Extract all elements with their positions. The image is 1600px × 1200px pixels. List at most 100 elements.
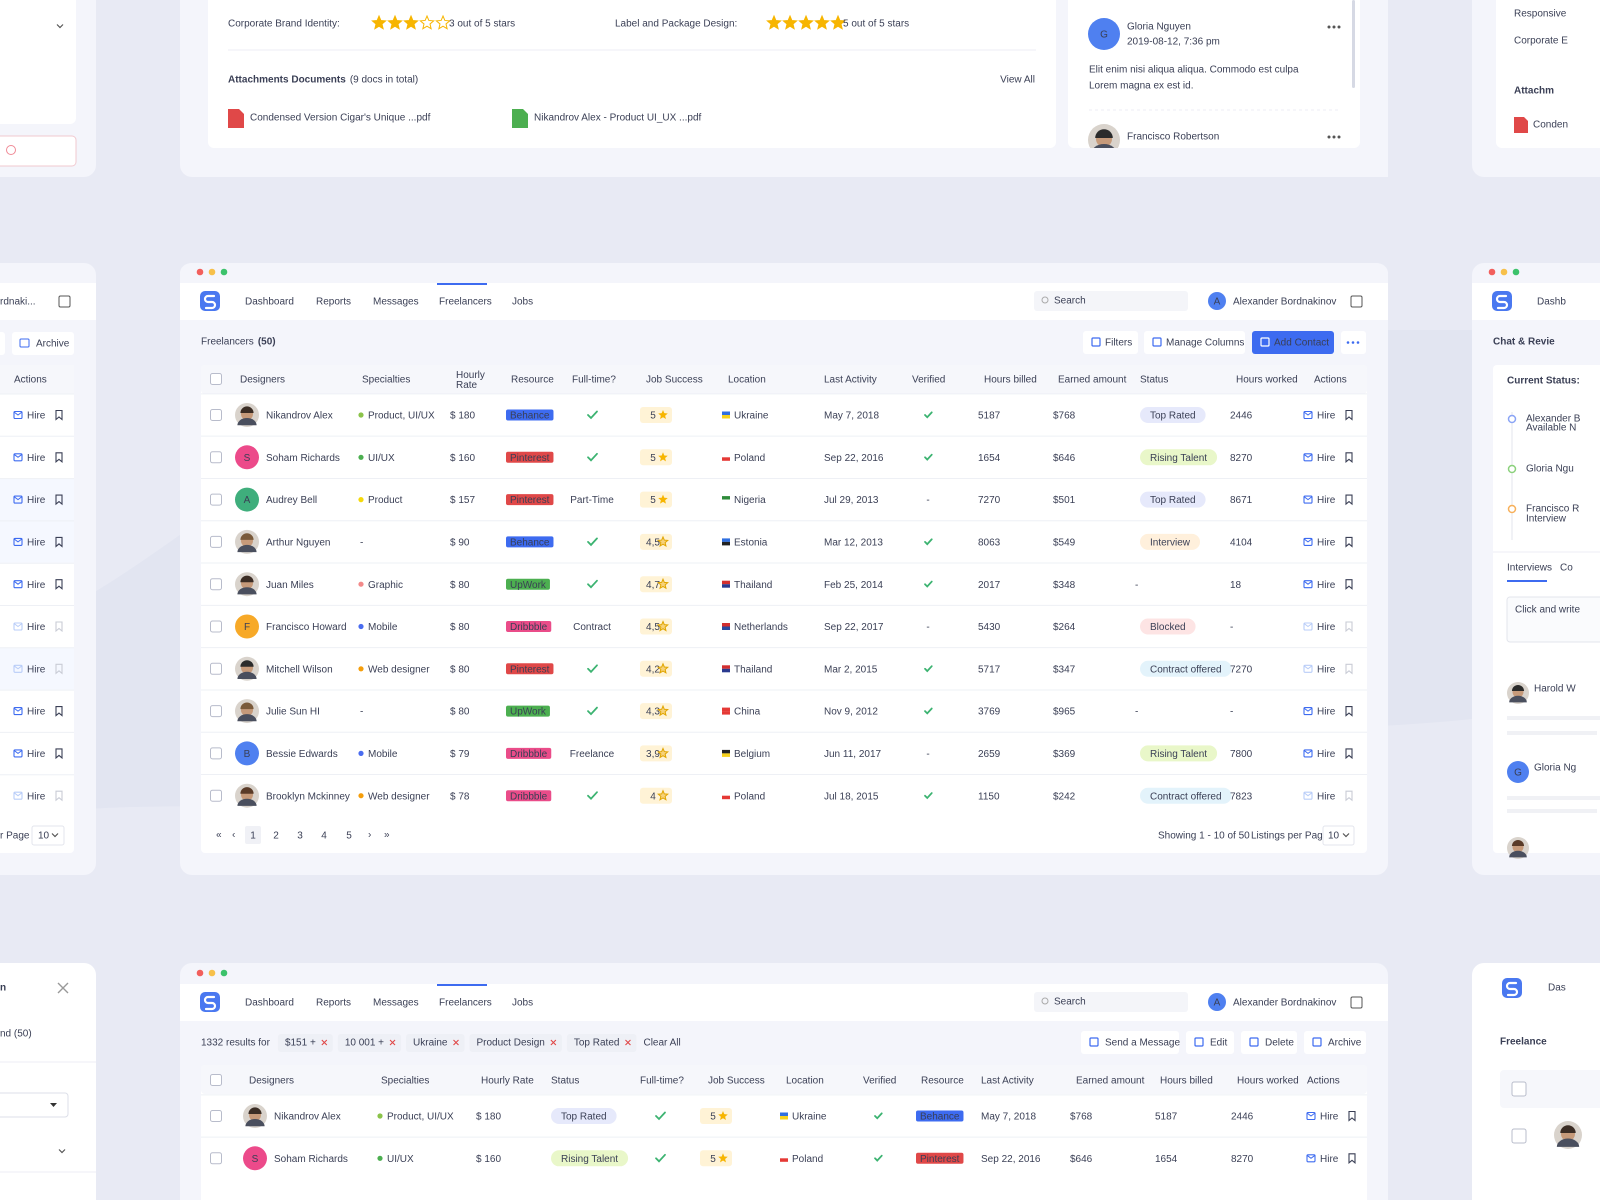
- rating-text: 3 out of 5 stars: [449, 19, 515, 30]
- button[interactable]: [12, 332, 74, 355]
- designer-name[interactable]: Arthur Nguyen: [266, 538, 330, 549]
- caret-icon: [58, 1149, 66, 1154]
- checkbox[interactable]: [210, 535, 222, 548]
- designer-name[interactable]: Juan Miles: [266, 580, 314, 591]
- button[interactable]: [1304, 1031, 1366, 1054]
- view-all-link[interactable]: View All: [1000, 75, 1035, 86]
- hire-link[interactable]: Hire: [27, 749, 46, 760]
- nav-link[interactable]: Reports: [316, 297, 351, 308]
- per-page-select[interactable]: [1322, 825, 1355, 846]
- window-dot: [208, 969, 216, 977]
- button-label[interactable]: Send a Message: [1105, 1038, 1180, 1049]
- checkbox[interactable]: [210, 373, 222, 385]
- file-link[interactable]: Condensed Version Cigar's Unique ...pdf: [250, 113, 431, 124]
- button-label[interactable]: Edit: [1210, 1038, 1227, 1049]
- nav-link[interactable]: Jobs: [512, 297, 533, 308]
- button-label[interactable]: Filters: [1105, 338, 1132, 349]
- button-label[interactable]: Manage Columns: [1166, 338, 1244, 349]
- page-next[interactable]: ›: [368, 830, 371, 841]
- hire-link[interactable]: Hire: [27, 664, 46, 675]
- designer-name[interactable]: Nikandrov Alex: [274, 1112, 341, 1123]
- designer-name[interactable]: Soham Richards: [274, 1154, 348, 1165]
- button[interactable]: [1144, 331, 1245, 354]
- nav-link[interactable]: Dashboard: [245, 297, 294, 308]
- button[interactable]: [1186, 1031, 1234, 1054]
- checkbox[interactable]: [210, 620, 222, 633]
- hire-link[interactable]: Hire: [1320, 1154, 1339, 1165]
- hire-link[interactable]: Hire: [1317, 749, 1336, 760]
- tab[interactable]: Interviews: [1507, 563, 1552, 574]
- hire-link[interactable]: Hire: [1317, 664, 1336, 675]
- button-label[interactable]: Archive: [36, 339, 70, 350]
- button[interactable]: [1083, 331, 1138, 354]
- hire-link[interactable]: Hire: [1317, 495, 1336, 506]
- designer-name[interactable]: Soham Richards: [266, 453, 340, 464]
- checkbox[interactable]: [210, 493, 222, 506]
- checkbox[interactable]: [210, 662, 222, 675]
- page-first[interactable]: «: [216, 830, 222, 841]
- hire-link[interactable]: Hire: [27, 538, 46, 549]
- nav-link[interactable]: Messages: [373, 998, 419, 1009]
- logout-icon[interactable]: [1350, 295, 1363, 308]
- nav-link[interactable]: Reports: [316, 998, 351, 1009]
- button-label[interactable]: Delete: [1265, 1038, 1294, 1049]
- search-box[interactable]: [1034, 992, 1188, 1012]
- hire-link[interactable]: Hire: [1317, 622, 1336, 633]
- nav-link[interactable]: Messages: [373, 297, 419, 308]
- hire-link[interactable]: Hire: [27, 453, 46, 464]
- file-link[interactable]: Nikandrov Alex - Product UI_UX ...pdf: [534, 113, 702, 124]
- search-box[interactable]: [1034, 291, 1188, 311]
- page-prev[interactable]: ‹: [232, 830, 235, 841]
- button[interactable]: [1252, 331, 1334, 354]
- button[interactable]: [1081, 1031, 1179, 1054]
- button-label[interactable]: Add Contact: [1274, 338, 1329, 349]
- checkbox[interactable]: [210, 409, 222, 421]
- hire-link[interactable]: Hire: [1320, 1112, 1339, 1123]
- logout-icon[interactable]: [1350, 996, 1363, 1009]
- hire-link[interactable]: Hire: [1317, 791, 1336, 802]
- checkbox[interactable]: [210, 1152, 222, 1165]
- designer-name[interactable]: Nikandrov Alex: [266, 411, 333, 422]
- page-number[interactable]: 3: [297, 831, 303, 842]
- hire-link[interactable]: Hire: [27, 707, 46, 718]
- hire-link[interactable]: Hire: [27, 791, 46, 802]
- nav-link[interactable]: Freelancers: [439, 998, 492, 1009]
- hire-link[interactable]: Hire: [1317, 580, 1336, 591]
- button-label[interactable]: Archive: [1328, 1038, 1362, 1049]
- button[interactable]: [1241, 1031, 1297, 1054]
- checkbox[interactable]: [210, 789, 222, 802]
- hire-link[interactable]: Hire: [1317, 538, 1336, 549]
- hire-link[interactable]: Hire: [1317, 707, 1336, 718]
- checkbox[interactable]: [210, 451, 222, 464]
- designer-name[interactable]: Mitchell Wilson: [266, 664, 333, 675]
- nav-link[interactable]: Dashboard: [245, 998, 294, 1009]
- hire-link[interactable]: Hire: [1317, 411, 1336, 422]
- designer-name[interactable]: Audrey Bell: [266, 495, 317, 506]
- hire-link[interactable]: Hire: [1317, 453, 1336, 464]
- tab[interactable]: Co: [1560, 563, 1573, 574]
- page-last[interactable]: »: [384, 830, 390, 841]
- designer-name[interactable]: Bessie Edwards: [266, 749, 338, 760]
- checkbox[interactable]: [210, 1074, 222, 1086]
- checkbox[interactable]: [210, 705, 222, 718]
- checkbox[interactable]: [210, 578, 222, 591]
- page-number[interactable]: 2: [273, 831, 279, 842]
- checkbox[interactable]: [210, 1110, 222, 1122]
- checkbox[interactable]: [210, 747, 222, 760]
- textarea[interactable]: [1506, 596, 1600, 643]
- hire-link[interactable]: Hire: [27, 622, 46, 633]
- clear-all-link[interactable]: Clear All: [643, 1038, 680, 1049]
- nav-link[interactable]: Jobs: [512, 998, 533, 1009]
- page-number[interactable]: 1: [250, 831, 256, 842]
- designer-name[interactable]: Brooklyn Mckinney: [266, 791, 350, 802]
- page-number[interactable]: 4: [321, 831, 327, 842]
- hire-link[interactable]: Hire: [27, 495, 46, 506]
- page-number[interactable]: 5: [346, 831, 352, 842]
- designer-name[interactable]: Francisco Howard: [266, 622, 347, 633]
- avatar: [235, 487, 259, 512]
- hire-link[interactable]: Hire: [27, 411, 46, 422]
- nav-link[interactable]: Freelancers: [439, 297, 492, 308]
- designer-name[interactable]: Julie Sun HI: [266, 707, 320, 718]
- filter-chip-label: $151 +: [285, 1038, 316, 1049]
- hire-link[interactable]: Hire: [27, 580, 46, 591]
